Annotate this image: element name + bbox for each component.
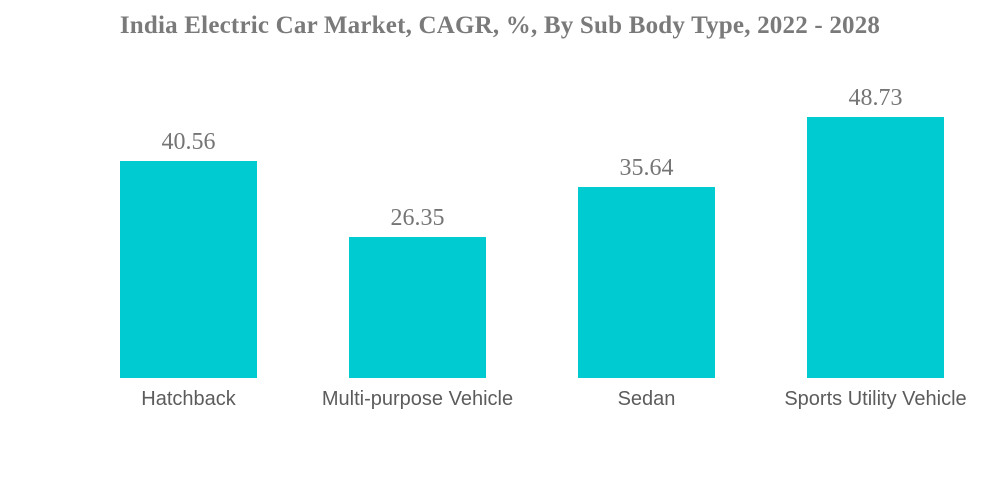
bar[interactable] — [349, 237, 486, 378]
category-label: Hatchback — [141, 388, 236, 410]
category-label: Multi-purpose Vehicle — [321, 388, 514, 410]
bars-row: 40.56 26.35 35.64 48.73 — [74, 60, 990, 378]
bar[interactable] — [578, 187, 715, 378]
chart-title: India Electric Car Market, CAGR, %, By S… — [119, 12, 881, 39]
bar[interactable] — [120, 161, 257, 378]
bar[interactable] — [807, 117, 944, 378]
category-label: Sedan — [617, 388, 676, 410]
bar-value-label: 35.64 — [619, 155, 674, 181]
category-label: Sports Utility Vehicle — [784, 388, 967, 410]
bar-value-label: 48.73 — [848, 85, 903, 111]
bar-value-label: 26.35 — [390, 205, 445, 231]
bar-group: 40.56 — [74, 60, 303, 378]
bar-group: 48.73 — [761, 60, 990, 378]
bar-value-label: 40.56 — [161, 129, 216, 155]
bar-group: 26.35 — [303, 60, 532, 378]
bar-group: 35.64 — [532, 60, 761, 378]
category-axis: Hatchback Multi-purpose Vehicle Sedan Sport… — [74, 388, 990, 410]
